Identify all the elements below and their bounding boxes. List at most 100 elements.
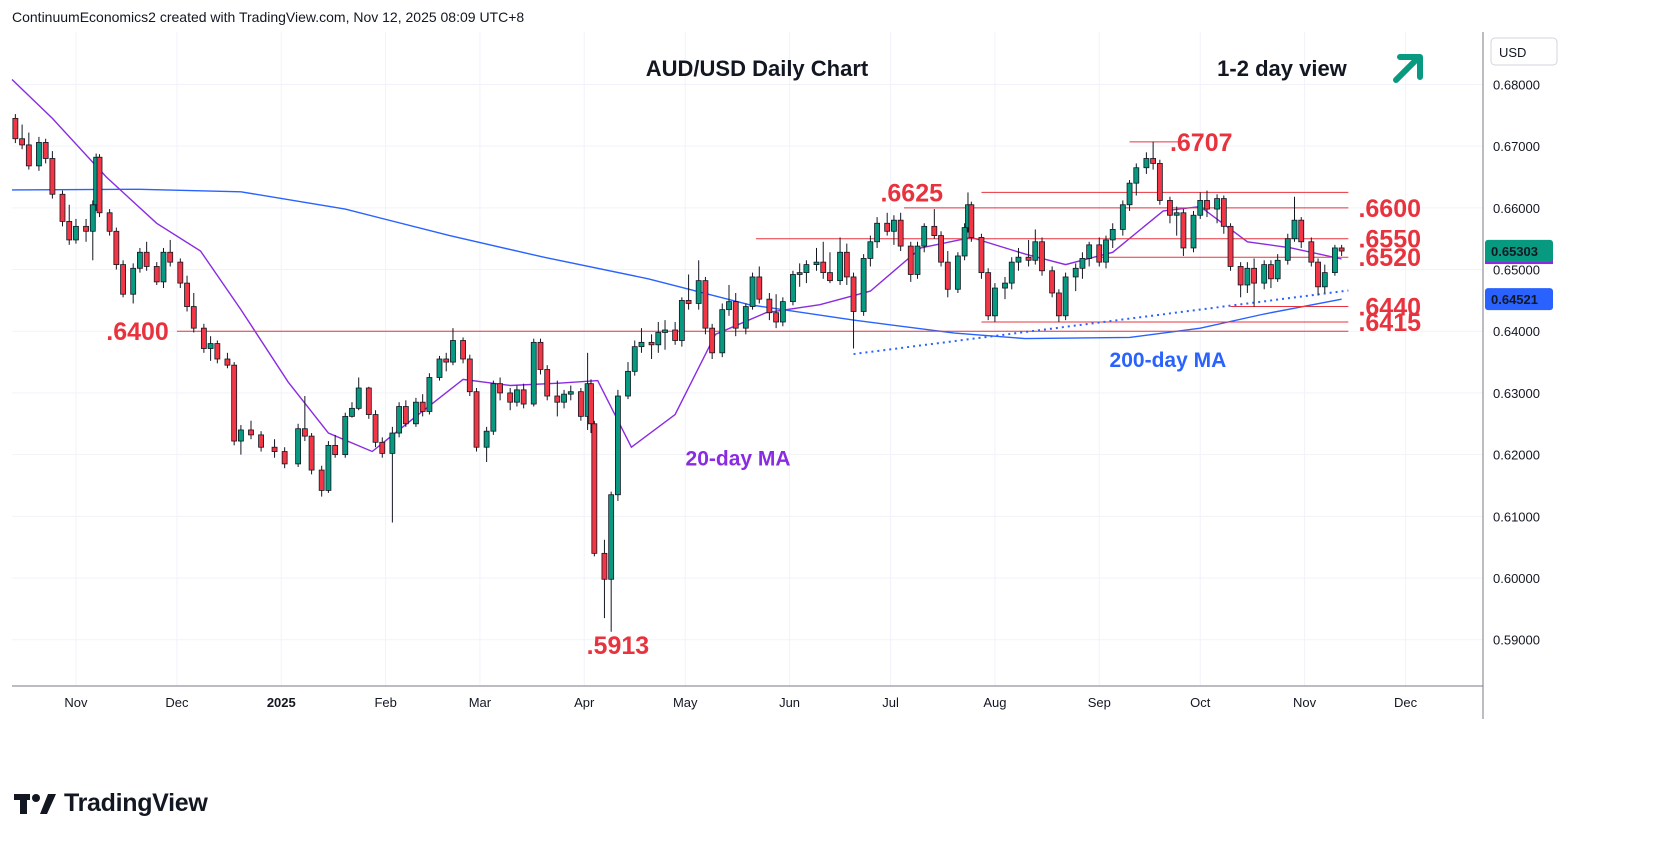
candle [978,233,985,279]
candle [153,262,160,285]
candle [413,397,419,427]
candle-body [483,430,490,448]
candle [615,389,621,501]
price-axis[interactable]: 0.68000 0.67000 0.66000 0.65000 0.64000 0.630… [1493,77,1540,647]
level-label: .6550 [1358,226,1421,254]
candle [1167,196,1173,224]
candle [167,239,174,267]
price-tags: 0.65303 0.64521 [1485,239,1553,311]
candle [1204,190,1210,218]
candle [160,247,167,289]
candle [396,402,403,438]
candle [130,263,137,304]
candle-body [631,346,638,372]
candle-body [1180,212,1187,249]
candle-body [779,301,786,323]
candle-body [985,272,992,317]
candle-body [460,340,466,360]
candle-body [231,364,238,442]
candle [1156,159,1163,205]
candle-body [648,341,655,346]
candle [695,260,702,310]
candle [726,284,732,316]
candle-body [113,230,120,266]
candle [631,340,638,376]
last-price-tag-text: 0.65303 [1491,244,1538,259]
candle-body [1274,259,1281,280]
candle-body [1284,238,1291,261]
candle [1002,276,1008,300]
candle [1072,263,1079,292]
candle-body [897,219,904,247]
currency-label: USD [1499,45,1526,60]
time-tick-label: May [673,695,698,710]
candle-body [308,435,315,471]
candle-body [342,415,349,456]
candle-body [402,406,409,425]
candle [732,292,739,337]
price-tick-label: 0.62000 [1493,448,1540,463]
candle-body [978,237,985,274]
candle-body [514,389,520,403]
candle [1308,237,1315,267]
level-label: .6707 [1170,129,1233,157]
price-tick-label: 0.66000 [1493,201,1540,216]
candle-body [281,451,288,465]
candle [608,491,615,632]
candle-body [954,255,961,290]
time-tick-label: Aug [983,695,1006,710]
candle-body [1298,219,1305,243]
candle [1062,272,1069,321]
candle [1214,194,1220,224]
candle-body [153,266,160,283]
candle [137,247,143,273]
candle-body [1291,219,1298,240]
candle-body [867,241,874,259]
candle [766,292,773,321]
candle-body [891,219,897,232]
candle-body [325,444,332,491]
candle [113,227,120,270]
candle-body [820,261,827,274]
candle-body [137,251,143,269]
candle [756,266,763,304]
candle [355,377,362,411]
candle [931,209,938,239]
candle-body [1032,241,1039,261]
candle [742,303,749,335]
candle [837,237,843,285]
candle [891,215,897,245]
candle [106,209,113,236]
candle [473,387,480,452]
candle [308,433,315,475]
candle [342,412,349,458]
candle-body [177,261,184,284]
candle [365,386,372,419]
candle-body [214,343,221,360]
candle [426,373,433,415]
chart-annotations: .6707 .6625 .6600 .6550.6520 .6440.6415 .6400… [106,129,1421,660]
candle-body [931,225,938,237]
currency-box[interactable]: USD [1490,37,1558,66]
candle-body [167,251,174,263]
candle-body [1049,270,1056,294]
candle-body [672,329,679,341]
time-tick-label: Feb [374,695,396,710]
candle [231,362,238,446]
candle-body [944,261,951,290]
candle-body [1109,229,1116,241]
candle-body [365,387,372,415]
last-price-tag-box [1485,239,1553,262]
time-axis[interactable]: Nov Dec 2025 Feb Mar Apr May Jun Jul Aug Sep Oct Nov… [64,695,1417,710]
time-tick-label: Jul [882,695,899,710]
candle-body [827,272,833,282]
candle [867,235,874,267]
ma20-path [11,78,1342,453]
candle-body [537,341,544,370]
candle [1321,264,1328,293]
candle-body [1308,241,1315,263]
price-tick-label: 0.61000 [1493,509,1540,524]
candle [944,251,951,298]
candle-body [83,225,89,232]
